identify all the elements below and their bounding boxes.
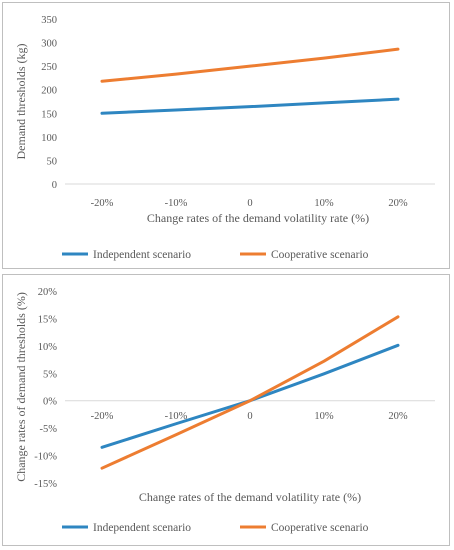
series-line-cooperative	[100, 315, 400, 470]
y-tick-label: 0	[52, 180, 57, 191]
chart-panel-change-rates: -15% -10% -5% 0% 5% 10% 15% 20% -20% -10% 0 10% 20% C…	[2, 274, 450, 546]
y-tick-label: 10%	[38, 342, 58, 353]
y-axis-title: Change rates of demand thresholds (%)	[14, 292, 28, 482]
x-axis-title: Change rates of the demand volatility ra…	[147, 211, 369, 225]
x-tick-label: 10%	[314, 198, 334, 209]
x-tick-label: -20%	[91, 198, 114, 209]
y-tick-label: -10%	[34, 452, 57, 463]
y-tick-label: 350	[41, 15, 57, 26]
series-line-cooperative	[100, 47, 400, 83]
x-tick-label: -20%	[91, 411, 114, 422]
x-tick-label: 10%	[314, 411, 334, 422]
y-tick-label: 15%	[38, 314, 58, 325]
y-tick-label: 300	[41, 39, 57, 50]
x-tick-label: -10%	[165, 198, 188, 209]
y-tick-label: 100	[41, 133, 57, 144]
x-axis-title: Change rates of the demand volatility ra…	[139, 490, 361, 504]
legend-label-cooperative: Cooperative scenario	[271, 249, 369, 261]
chart-demand-thresholds: 0 50 100 150 200 250 300 350 -20% -10% 0 10% 20% Chan…	[14, 15, 435, 261]
y-tick-label: 200	[41, 86, 57, 97]
y-tick-label: 150	[41, 109, 57, 120]
y-tick-label: -15%	[34, 479, 57, 490]
legend-label-independent: Independent scenario	[93, 522, 191, 534]
series-line-independent	[100, 343, 400, 449]
x-tick-label: 0	[247, 411, 252, 422]
x-tick-label: 0	[247, 198, 252, 209]
y-tick-label: 20%	[38, 287, 58, 298]
x-tick-label: 20%	[388, 198, 408, 209]
y-tick-label: 250	[41, 62, 57, 73]
x-tick-label: -10%	[165, 411, 188, 422]
series-line-independent	[100, 97, 400, 115]
chart-change-rates: -15% -10% -5% 0% 5% 10% 15% 20% -20% -10% 0 10% 20% C…	[14, 287, 435, 534]
y-tick-label: 0%	[43, 397, 57, 408]
y-tick-label: 50	[47, 156, 58, 167]
legend-label-cooperative: Cooperative scenario	[271, 522, 369, 534]
legend-label-independent: Independent scenario	[93, 249, 191, 261]
x-tick-label: 20%	[388, 411, 408, 422]
y-tick-label: 5%	[43, 369, 57, 380]
y-tick-label: -5%	[40, 424, 58, 435]
chart-panel-demand-thresholds: 0 50 100 150 200 250 300 350 -20% -10% 0 10% 20% Chan…	[2, 2, 450, 269]
y-axis-title: Demand thresholds (kg)	[14, 44, 28, 160]
